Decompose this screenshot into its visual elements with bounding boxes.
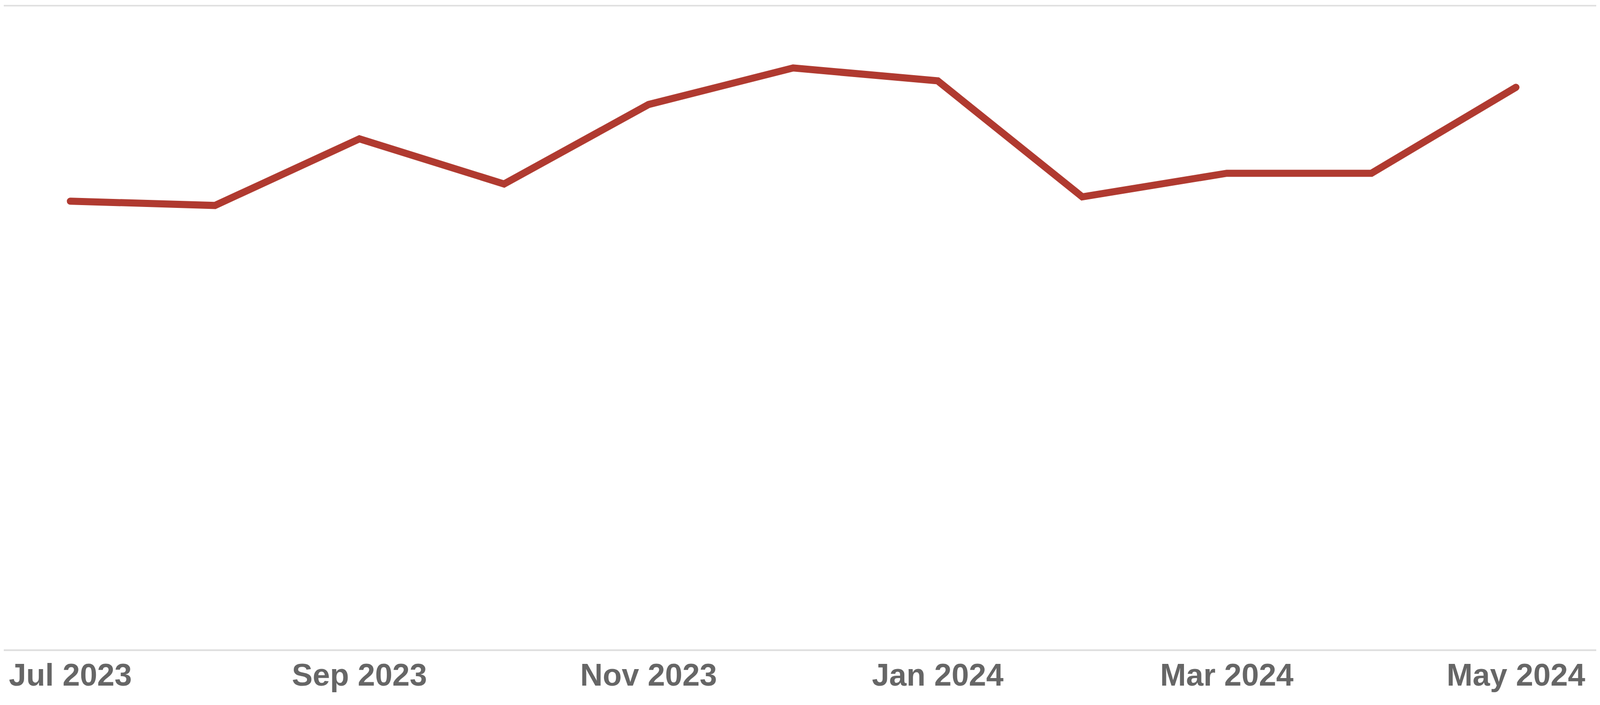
svg-text:Sep 2023: Sep 2023 [291,656,427,692]
svg-text:Nov 2023: Nov 2023 [579,656,717,692]
svg-text:Mar 2024: Mar 2024 [1160,656,1294,692]
svg-text:Jan 2024: Jan 2024 [871,656,1004,692]
svg-text:Jul 2023: Jul 2023 [8,656,133,692]
svg-text:May 2024: May 2024 [1446,656,1586,692]
